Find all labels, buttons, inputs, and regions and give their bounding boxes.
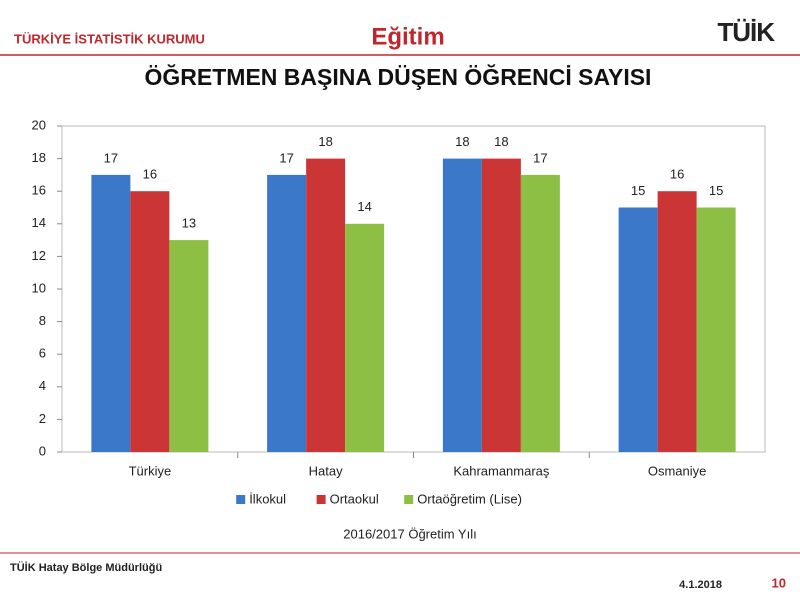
data-label: 17: [104, 150, 118, 165]
bar: [169, 240, 209, 452]
bar: [267, 174, 307, 452]
y-tick-label: 6: [39, 346, 46, 361]
y-tick-label: 10: [32, 280, 46, 295]
bar: [130, 191, 170, 452]
footer-office: TÜİK Hatay Bölge Müdürlüğü: [10, 561, 162, 574]
organization: TÜRKİYE İSTATİSTİK KURUMU: [14, 31, 205, 46]
y-tick-label: 12: [32, 248, 46, 263]
legend-label: Ortaöğretim (Lise): [417, 491, 522, 506]
bar: [91, 174, 131, 452]
y-tick-label: 16: [32, 183, 46, 198]
bar: [306, 158, 346, 452]
data-label: 18: [455, 134, 469, 149]
legend-label: Ortaokul: [330, 491, 379, 506]
data-label: 18: [494, 134, 508, 149]
footer-date: 4.1.2018: [679, 579, 722, 591]
chart-title: ÖĞRETMEN BAŞINA DÜŞEN ÖĞRENCİ SAYISI: [145, 63, 652, 90]
data-label: 16: [143, 167, 157, 182]
data-label: 18: [318, 134, 332, 149]
caption: 2016/2017 Öğretim Yılı: [343, 526, 476, 541]
data-label: 15: [631, 183, 645, 198]
x-tick-label: Hatay: [309, 463, 343, 478]
bar: [618, 207, 658, 452]
data-label: 17: [533, 150, 547, 165]
legend-swatch: [236, 495, 246, 504]
y-tick-label: 14: [32, 215, 46, 230]
section-title: Eğitim: [371, 23, 444, 50]
data-label: 13: [182, 216, 196, 231]
legend-swatch: [404, 495, 414, 504]
y-tick-label: 0: [39, 443, 46, 458]
legend-swatch: [316, 495, 326, 504]
legend-label: İlkokul: [249, 491, 286, 506]
y-tick-label: 2: [39, 411, 46, 426]
bar: [481, 158, 521, 452]
bar: [657, 191, 697, 452]
bar: [345, 223, 385, 452]
x-tick-label: Türkiye: [129, 463, 172, 478]
page-number: 10: [772, 575, 786, 590]
y-tick-label: 20: [32, 117, 46, 132]
y-tick-label: 18: [32, 150, 46, 165]
y-tick-label: 8: [39, 313, 46, 328]
logo: TÜİK: [717, 17, 775, 47]
bar: [520, 174, 560, 452]
data-label: 14: [357, 199, 371, 214]
x-tick-label: Osmaniye: [648, 463, 707, 478]
data-label: 15: [709, 183, 723, 198]
bar: [696, 207, 736, 452]
bar: [442, 158, 482, 452]
data-label: 17: [279, 150, 293, 165]
y-tick-label: 4: [39, 378, 46, 393]
data-label: 16: [670, 167, 684, 182]
x-tick-label: Kahramanmaraş: [453, 463, 550, 478]
